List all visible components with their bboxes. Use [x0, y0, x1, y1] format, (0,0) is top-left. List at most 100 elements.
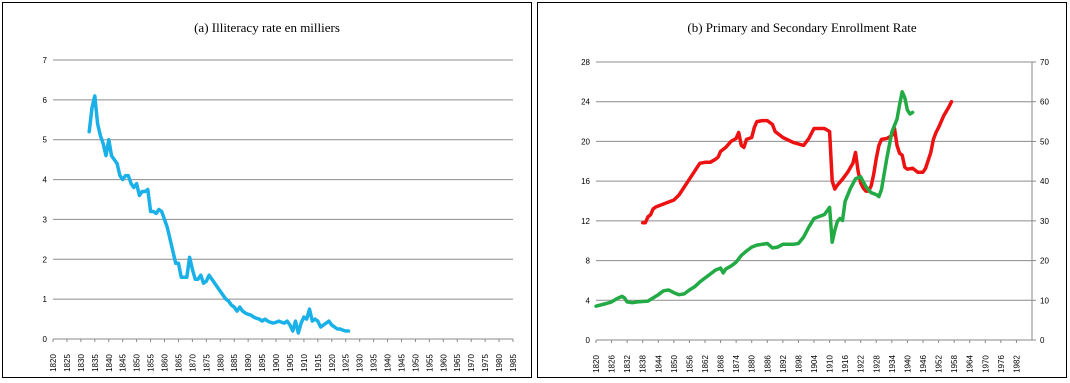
y-tick-label: 12 — [581, 217, 590, 226]
x-tick-label: 1922 — [857, 355, 866, 373]
x-tick-label: 1832 — [623, 355, 632, 373]
x-tick-label: 1904 — [810, 355, 819, 373]
y-tick-label: 5 — [43, 136, 48, 145]
x-tick-label: 1928 — [872, 355, 881, 373]
y-tick-label: 0 — [43, 335, 48, 344]
y-tick-label: 2 — [43, 255, 48, 264]
chart-title: (a) Illiteracy rate en milliers — [194, 20, 340, 35]
chart-title: (b) Primary and Secondary Enrollment Rat… — [687, 20, 916, 35]
x-tick-label: 1958 — [950, 355, 959, 373]
x-tick-label: 1850 — [133, 354, 142, 372]
x-tick-label: 1975 — [481, 354, 490, 372]
x-tick-label: 1862 — [701, 355, 710, 373]
x-tick-label: 1970 — [981, 355, 990, 373]
x-tick-label: 1925 — [342, 354, 351, 372]
x-tick-label: 1850 — [670, 355, 679, 373]
y2-tick-label: 0 — [1040, 336, 1045, 345]
x-axis-ticks: 1820 1826 1832 1838 1844 1850 1856 1862 1868 1874… — [592, 340, 1021, 373]
x-tick-label: 1934 — [888, 355, 897, 373]
x-tick-label: 1826 — [608, 355, 617, 373]
y2-tick-label: 10 — [1040, 296, 1049, 305]
x-tick-label: 1976 — [997, 355, 1006, 373]
y2-tick-label: 40 — [1040, 177, 1049, 186]
y-tick-label: 3 — [43, 215, 48, 224]
x-tick-label: 1945 — [397, 354, 406, 372]
series-line-0 — [87, 94, 351, 335]
x-tick-label: 1845 — [119, 354, 128, 372]
x-tick-label: 1930 — [356, 354, 365, 372]
y-tick-label: 24 — [581, 98, 590, 107]
x-tick-label: 1970 — [467, 354, 476, 372]
y-tick-label: 1 — [43, 295, 48, 304]
y-tick-label: 7 — [43, 56, 48, 65]
x-tick-label: 1985 — [509, 354, 518, 372]
y-tick-label: 16 — [581, 177, 590, 186]
x-tick-label: 1905 — [286, 354, 295, 372]
x-tick-label: 1875 — [202, 354, 211, 372]
y2-tick-label: 60 — [1040, 98, 1049, 107]
x-tick-label: 1865 — [174, 354, 183, 372]
x-tick-label: 1910 — [826, 355, 835, 373]
y-tick-label: 4 — [586, 296, 591, 305]
x-tick-label: 1835 — [91, 354, 100, 372]
x-tick-label: 1900 — [272, 354, 281, 372]
x-tick-label: 1825 — [63, 354, 72, 372]
y-tick-label: 28 — [581, 58, 590, 67]
y-tick-label: 6 — [43, 96, 48, 105]
x-tick-label: 1844 — [654, 355, 663, 373]
x-tick-label: 1820 — [49, 354, 58, 372]
x-tick-label: 1920 — [328, 354, 337, 372]
series-lines — [87, 94, 351, 335]
x-tick-label: 1960 — [439, 354, 448, 372]
x-tick-label: 1940 — [384, 354, 393, 372]
x-tick-label: 1950 — [411, 354, 420, 372]
x-tick-label: 1886 — [763, 355, 772, 373]
x-tick-label: 1892 — [779, 355, 788, 373]
x-tick-label: 1965 — [453, 354, 462, 372]
x-tick-label: 1915 — [314, 354, 323, 372]
x-tick-label: 1982 — [1012, 355, 1021, 373]
x-tick-label: 1870 — [188, 354, 197, 372]
x-tick-label: 1868 — [717, 355, 726, 373]
x-tick-label: 1946 — [919, 355, 928, 373]
y2-tick-label: 70 — [1040, 58, 1049, 67]
x-tick-label: 1856 — [685, 355, 694, 373]
y-axis-ticks: 0 1 2 3 4 5 6 7 — [43, 56, 48, 344]
y2-tick-label: 20 — [1040, 257, 1049, 266]
x-tick-label: 1890 — [244, 354, 253, 372]
x-tick-label: 1840 — [105, 354, 114, 372]
y2-axis-ticks: 0 10 20 30 40 50 60 70 — [1031, 58, 1049, 345]
y2-tick-label: 30 — [1040, 217, 1049, 226]
x-tick-label: 1880 — [748, 355, 757, 373]
x-tick-label: 1830 — [77, 354, 86, 372]
enrollment-chart: (b) Primary and Secondary Enrollment Rat… — [581, 20, 1049, 373]
y2-tick-label: 50 — [1040, 137, 1049, 146]
x-tick-label: 1820 — [592, 355, 601, 373]
x-tick-label: 1898 — [794, 355, 803, 373]
x-tick-label: 1895 — [258, 354, 267, 372]
x-tick-label: 1980 — [495, 354, 504, 372]
y-tick-label: 4 — [43, 176, 48, 185]
x-tick-label: 1910 — [300, 354, 309, 372]
x-tick-label: 1940 — [903, 355, 912, 373]
x-tick-label: 1955 — [425, 354, 434, 372]
y-tick-label: 8 — [586, 257, 591, 266]
x-tick-label: 1880 — [216, 354, 225, 372]
series-lines — [594, 90, 954, 308]
x-tick-label: 1916 — [841, 355, 850, 373]
series-line-1 — [594, 90, 915, 308]
y-tick-label: 20 — [581, 137, 590, 146]
x-tick-label: 1964 — [966, 355, 975, 373]
illiteracy-chart: (a) Illiteracy rate en milliers 0 1 2 3 4 5 6 7… — [43, 20, 518, 372]
chart-panel-enrollment: (b) Primary and Secondary Enrollment Rat… — [537, 2, 1067, 378]
x-tick-label: 1874 — [732, 355, 741, 373]
x-tick-label: 1855 — [147, 354, 156, 372]
x-tick-label: 1860 — [161, 354, 170, 372]
chart-panel-illiteracy: (a) Illiteracy rate en milliers 0 1 2 3 4 5 6 7… — [2, 2, 532, 378]
series-line-0 — [640, 99, 954, 225]
grid-lines — [596, 61, 1032, 341]
x-tick-label: 1885 — [230, 354, 239, 372]
y-tick-label: 0 — [586, 336, 591, 345]
x-tick-label: 1952 — [935, 355, 944, 373]
x-tick-label: 1838 — [639, 355, 648, 373]
